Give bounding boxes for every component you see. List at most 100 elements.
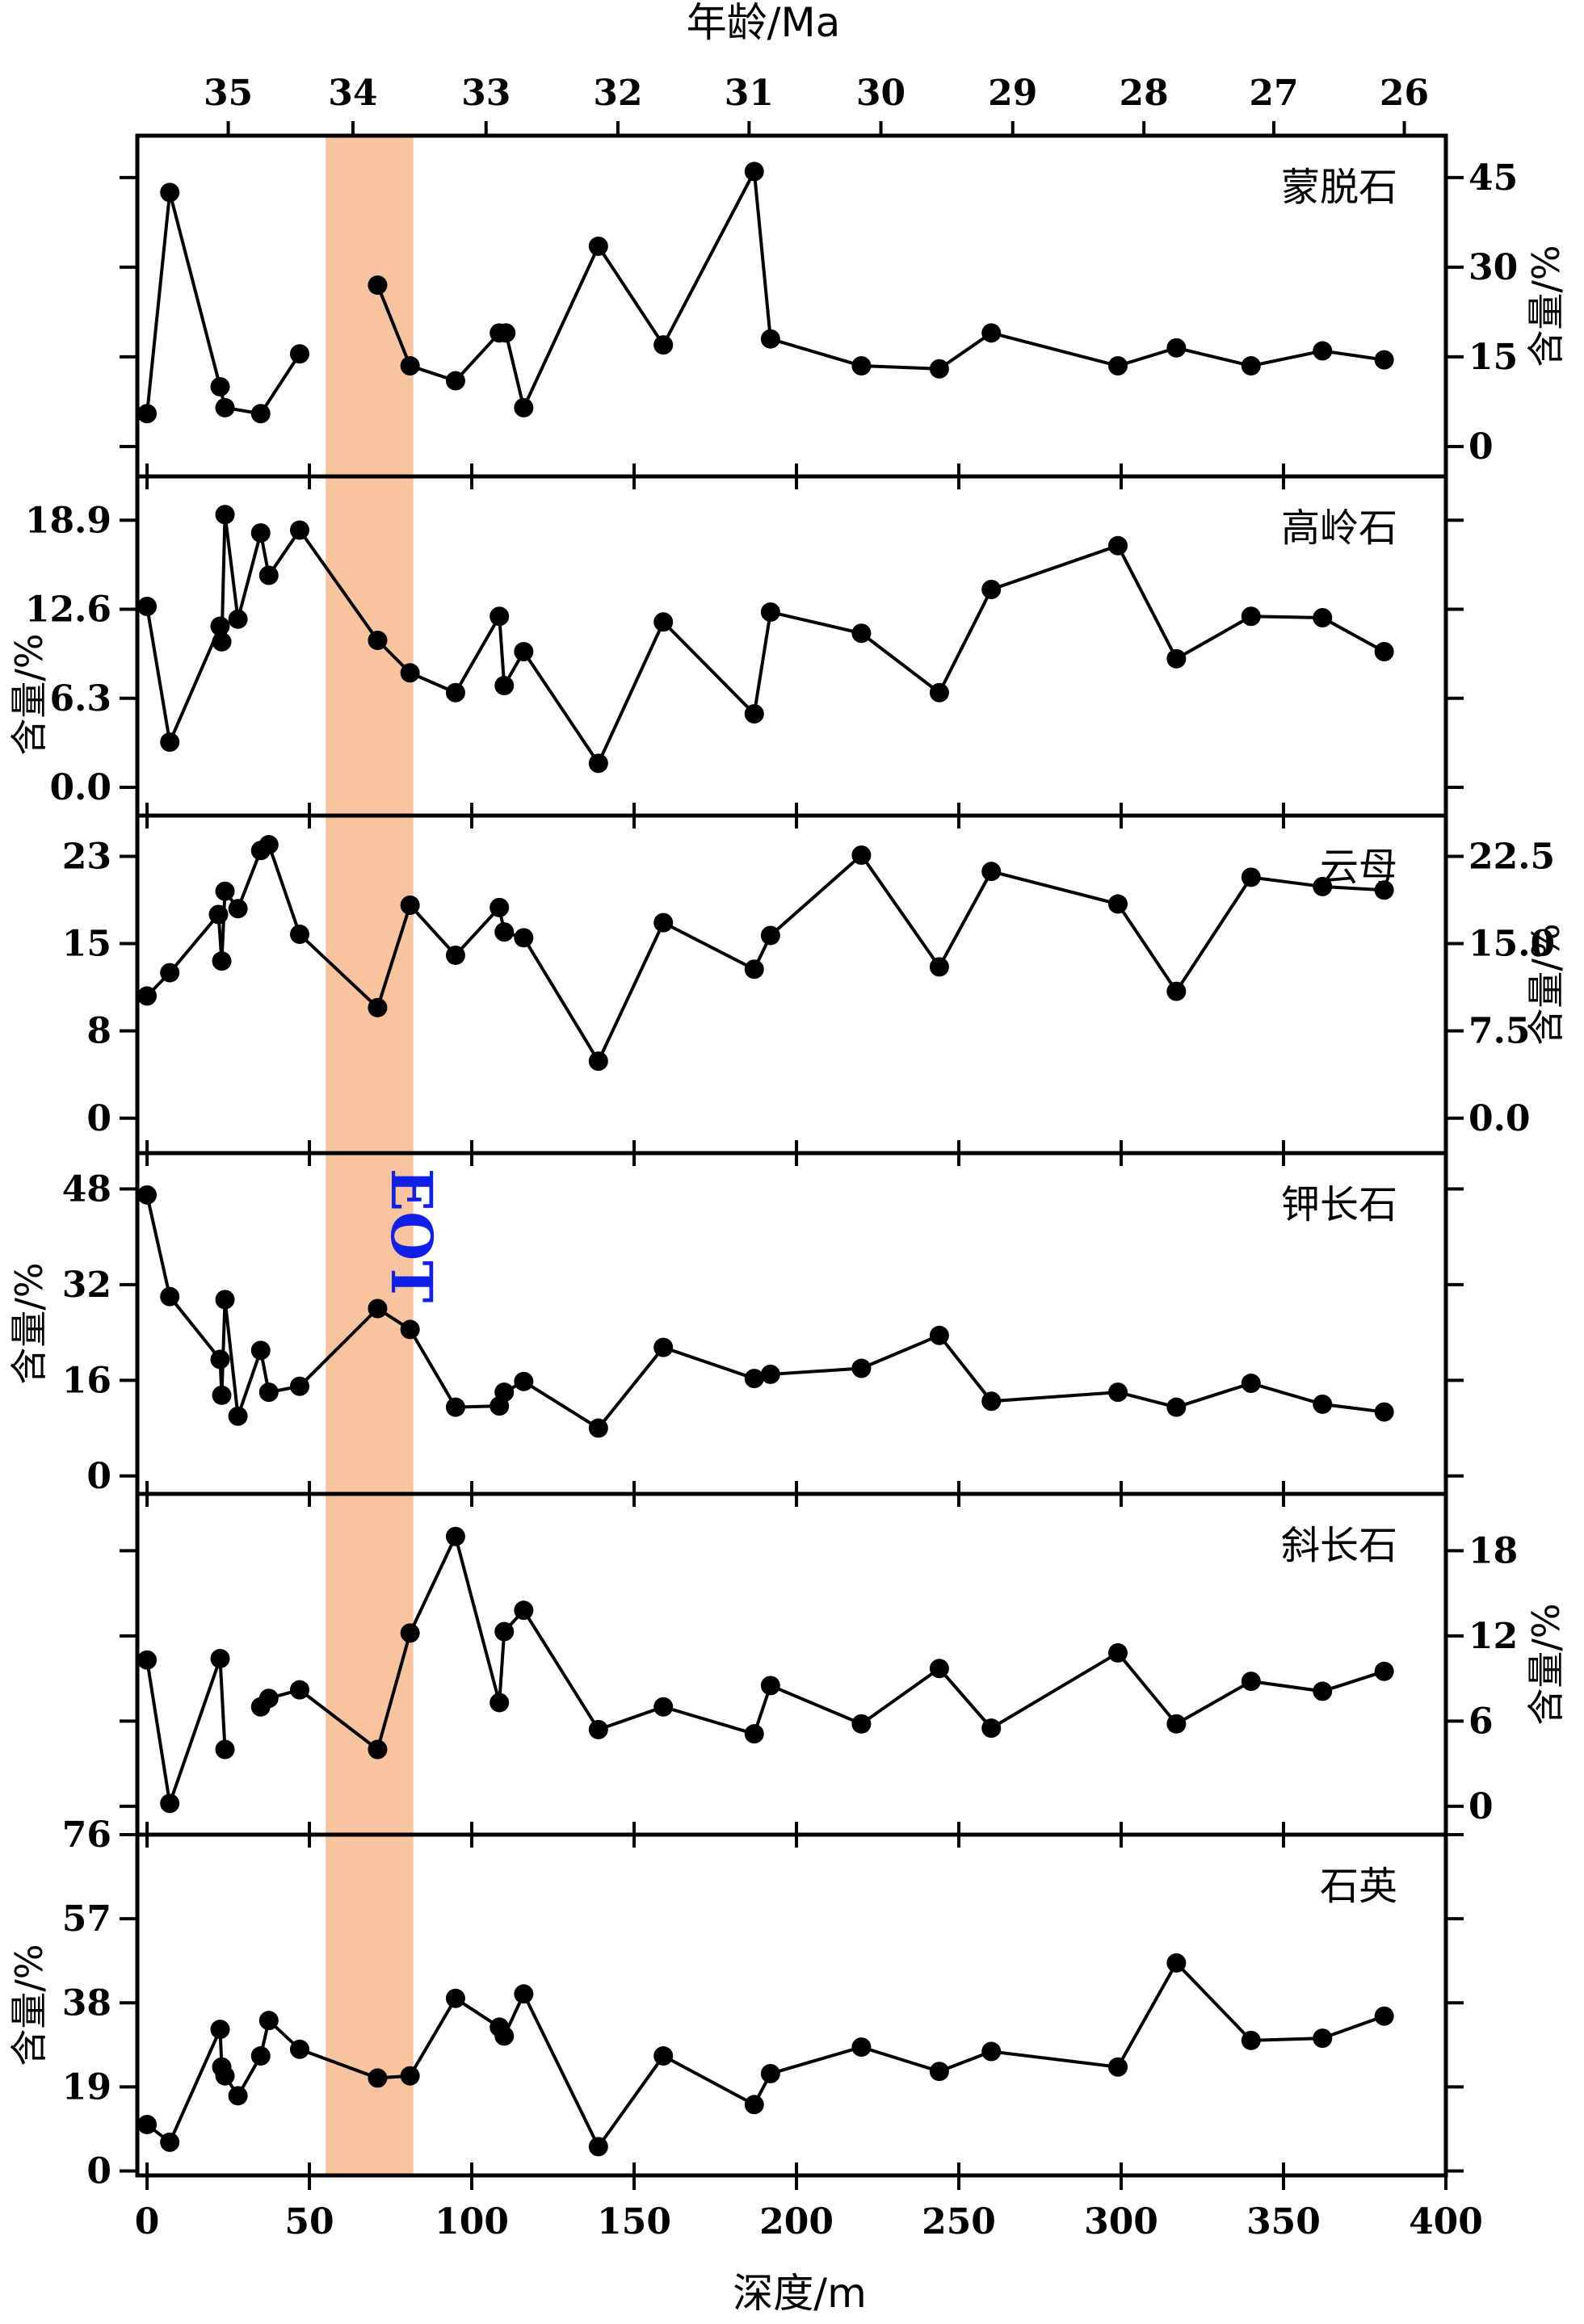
data-point bbox=[368, 1298, 388, 1319]
data-point bbox=[228, 899, 248, 919]
data-point bbox=[228, 609, 248, 629]
panel-4: 0 16 32 48 含量/% 钾长石 bbox=[7, 1151, 1464, 1497]
eot-band-layer bbox=[326, 136, 414, 2175]
data-point bbox=[160, 963, 180, 983]
data-point bbox=[445, 1397, 465, 1417]
depth-tick-label: 0 bbox=[135, 2201, 160, 2242]
data-point bbox=[1107, 535, 1128, 556]
data-point bbox=[208, 904, 229, 925]
data-point bbox=[981, 580, 1002, 599]
data-point bbox=[514, 928, 534, 948]
data-point bbox=[1166, 1953, 1187, 1973]
y-tick-label: 76 bbox=[62, 1814, 111, 1856]
data-point bbox=[1107, 356, 1128, 376]
y-tick-label: 22.5 bbox=[1468, 836, 1555, 877]
data-point bbox=[289, 925, 309, 945]
data-point bbox=[212, 631, 232, 652]
y-tick-label: 8 bbox=[86, 1011, 111, 1052]
data-point bbox=[760, 602, 780, 622]
y-tick-label: 0 bbox=[1468, 1786, 1494, 1827]
data-point bbox=[929, 2062, 949, 2082]
data-point bbox=[1374, 350, 1394, 370]
series-line bbox=[376, 166, 1384, 413]
data-point bbox=[744, 704, 764, 724]
y-tick-label: 30 bbox=[1468, 247, 1518, 288]
y-tick-label: 6 bbox=[1468, 1701, 1494, 1742]
data-point bbox=[851, 2037, 872, 2058]
data-point bbox=[653, 2046, 674, 2066]
age-tick-label: 29 bbox=[988, 73, 1037, 114]
panel-title: 钾长石 bbox=[1281, 1182, 1397, 1227]
shared-axes: 35 34 33 32 31 30 29 28 27 26 0 50 100 150 200 250 300 35… bbox=[135, 73, 1483, 2242]
age-tick-label: 31 bbox=[725, 73, 774, 114]
panel-6: 0 19 38 57 76 含量/% 石英 bbox=[7, 1814, 1464, 2192]
data-point bbox=[368, 1739, 388, 1760]
y-tick-label: 7.5 bbox=[1468, 1011, 1531, 1052]
data-point bbox=[760, 1676, 780, 1696]
data-point bbox=[445, 945, 465, 965]
age-tick-label: 35 bbox=[204, 73, 253, 114]
data-point bbox=[588, 1418, 608, 1438]
data-point bbox=[368, 997, 388, 1017]
data-point bbox=[514, 1600, 534, 1621]
depth-tick-label: 150 bbox=[597, 2201, 671, 2242]
panel-title: 石英 bbox=[1320, 1864, 1397, 1909]
data-point bbox=[250, 404, 271, 424]
data-point bbox=[1374, 1661, 1394, 1681]
data-point bbox=[588, 1051, 608, 1072]
data-point bbox=[1107, 2057, 1128, 2077]
data-point bbox=[494, 1621, 515, 1642]
data-point bbox=[1313, 876, 1333, 896]
data-point bbox=[494, 676, 515, 695]
data-point bbox=[1313, 341, 1333, 361]
data-point bbox=[494, 1382, 515, 1403]
y-tick-label: 38 bbox=[62, 1982, 111, 2024]
data-point bbox=[514, 1371, 534, 1391]
depth-tick-label: 300 bbox=[1084, 2201, 1158, 2242]
age-tick-label: 32 bbox=[593, 73, 642, 114]
data-point bbox=[588, 1719, 608, 1739]
data-point bbox=[653, 1337, 674, 1357]
y-tick-label: 45 bbox=[1468, 157, 1518, 199]
data-point bbox=[1107, 1642, 1128, 1663]
data-point bbox=[1241, 2030, 1261, 2050]
age-tick-label: 34 bbox=[328, 73, 377, 114]
data-point bbox=[981, 862, 1002, 882]
data-point bbox=[1166, 648, 1187, 669]
data-point bbox=[250, 523, 271, 543]
data-point bbox=[258, 835, 279, 855]
y-tick-label: 0 bbox=[1468, 426, 1494, 468]
data-point bbox=[1313, 2028, 1333, 2049]
data-point bbox=[400, 1623, 420, 1643]
data-point bbox=[212, 1385, 232, 1405]
data-point bbox=[1313, 608, 1333, 627]
data-point bbox=[215, 397, 235, 417]
data-point bbox=[1313, 1681, 1333, 1701]
data-point bbox=[489, 1693, 510, 1713]
data-point bbox=[653, 612, 674, 632]
bottom-axis-title: 深度/m bbox=[733, 2270, 867, 2317]
data-point bbox=[137, 404, 158, 424]
data-point bbox=[929, 359, 949, 379]
eot-band-label: EOT bbox=[378, 1168, 445, 1303]
data-point bbox=[258, 2011, 279, 2031]
data-point bbox=[400, 356, 420, 376]
data-point bbox=[981, 323, 1002, 343]
data-point bbox=[137, 986, 158, 1006]
age-tick-label: 28 bbox=[1120, 73, 1169, 114]
y-tick-label: 18.9 bbox=[25, 500, 111, 541]
y-tick-label: 32 bbox=[62, 1265, 111, 1306]
data-point bbox=[210, 1648, 230, 1668]
data-point bbox=[215, 2066, 235, 2086]
data-point bbox=[760, 2063, 780, 2083]
data-point bbox=[929, 1659, 949, 1679]
data-point bbox=[215, 881, 235, 901]
data-point bbox=[445, 1526, 465, 1546]
age-tick-label: 26 bbox=[1380, 73, 1429, 114]
panels: 0 15 30 45 含量/% 蒙脱石 0.0 6.3 12.6 18.9 含量/% 高岭石 0 0.0 8… bbox=[7, 133, 1568, 2192]
data-point bbox=[981, 1718, 1002, 1739]
y-tick-label: 15 bbox=[62, 924, 111, 965]
data-point bbox=[929, 682, 949, 703]
